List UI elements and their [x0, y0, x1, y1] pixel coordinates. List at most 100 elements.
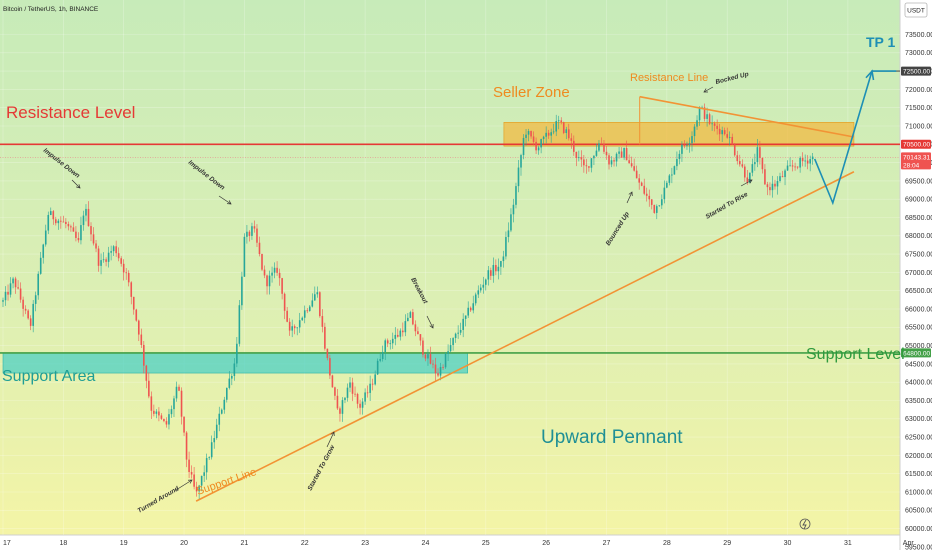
candle-body — [344, 397, 346, 401]
candle-body — [256, 228, 258, 243]
candle-body — [288, 321, 291, 331]
candle-body — [165, 421, 168, 425]
candle-body — [766, 184, 769, 188]
candle-body — [726, 134, 728, 138]
candle-body — [122, 263, 125, 273]
resistance-trendline — [639, 95, 855, 138]
candle-body — [449, 345, 452, 352]
bocked-up-arrow-head — [703, 88, 709, 93]
candle-body — [112, 246, 115, 252]
candle-body — [386, 340, 389, 344]
candle-body — [658, 205, 661, 207]
time-tick-label: Apr — [903, 540, 915, 547]
candle-body — [80, 225, 82, 241]
candle-body — [251, 226, 253, 236]
candle-body — [811, 156, 814, 160]
candle-body — [266, 275, 268, 287]
impulse-down-arrow-1-head — [76, 184, 81, 189]
candle-body — [718, 128, 721, 135]
candle-body — [243, 236, 246, 277]
candle-body — [625, 148, 628, 161]
candle-body — [329, 358, 331, 376]
candle-body — [100, 260, 102, 266]
price-tick-label: 65000.00 — [905, 343, 932, 350]
candle-body — [733, 144, 736, 156]
candle-body — [153, 410, 155, 414]
candle-body — [610, 160, 613, 165]
price-tick-label: 63500.00 — [905, 398, 932, 405]
candle-body — [457, 332, 459, 334]
pennant-label: Upward Pennant — [541, 427, 683, 448]
candle-body — [341, 400, 344, 414]
candle-body — [492, 264, 495, 276]
candle-body — [595, 150, 598, 156]
candle-body — [447, 351, 449, 355]
candle-body — [306, 310, 309, 312]
candle-body — [301, 317, 304, 321]
candle-body — [107, 252, 110, 262]
candle-body — [384, 340, 387, 352]
candle-body — [409, 312, 412, 318]
zones — [2, 122, 855, 374]
price-tick-label: 62000.00 — [905, 453, 932, 460]
candle-body — [547, 132, 550, 136]
candle-body — [268, 275, 271, 287]
candle-body — [371, 383, 374, 385]
candle-body — [530, 131, 532, 137]
candle-body — [349, 382, 351, 388]
candle-body — [613, 160, 615, 162]
candle-body — [796, 166, 799, 168]
candle-body — [580, 157, 583, 160]
candle-body — [454, 333, 457, 339]
currency-button-label: USDT — [907, 8, 925, 15]
candle-body — [693, 126, 696, 137]
candle-body — [781, 176, 784, 178]
projection-path — [813, 70, 897, 206]
candle-body — [12, 278, 14, 284]
time-axis: 17 18 19 20 21 22 23 24 25 26 27 28 29 30 31 Apr — [3, 540, 914, 547]
candle-body — [364, 392, 366, 402]
candle-body — [178, 386, 180, 391]
candle-body — [618, 151, 620, 154]
price-tick-label: 66000.00 — [905, 306, 932, 313]
candle-body — [55, 219, 57, 224]
lightning-icon[interactable] — [799, 518, 811, 530]
support-price-tag-bg — [901, 348, 931, 358]
candle-body — [381, 351, 384, 360]
candle-body — [422, 340, 424, 355]
candle-body — [764, 169, 766, 185]
candle-body — [281, 278, 283, 294]
candle-body — [105, 259, 107, 262]
price-tick-label: 62500.00 — [905, 435, 932, 442]
candle-body — [354, 393, 356, 395]
candle-body — [515, 186, 517, 205]
candle-body — [527, 131, 530, 135]
price-tick-label: 71500.00 — [905, 105, 932, 112]
candle-body — [379, 359, 381, 361]
candle-body — [308, 306, 311, 311]
candle-body — [663, 187, 666, 200]
candle-body — [749, 172, 751, 183]
candle-body — [271, 272, 273, 276]
candle-body — [557, 120, 560, 122]
candle-body — [736, 155, 739, 162]
support-trendline — [195, 171, 855, 502]
candle-body — [4, 291, 7, 301]
currency-button[interactable]: USDT — [904, 2, 928, 18]
price-tick-label: 69000.00 — [905, 197, 932, 204]
candle-body — [774, 183, 776, 187]
candle-body — [439, 367, 442, 376]
candle-body — [135, 309, 138, 321]
candle-body — [246, 231, 248, 237]
candle-body — [130, 282, 133, 297]
current-price-tag: 70143.31 — [903, 154, 930, 161]
candle-body — [786, 165, 789, 171]
candle-body — [145, 365, 148, 381]
candle-body — [326, 348, 329, 359]
candle-body — [681, 144, 683, 154]
candle-body — [42, 244, 45, 258]
candle-body — [276, 267, 278, 273]
candle-body — [791, 165, 794, 167]
candle-body — [711, 123, 713, 125]
